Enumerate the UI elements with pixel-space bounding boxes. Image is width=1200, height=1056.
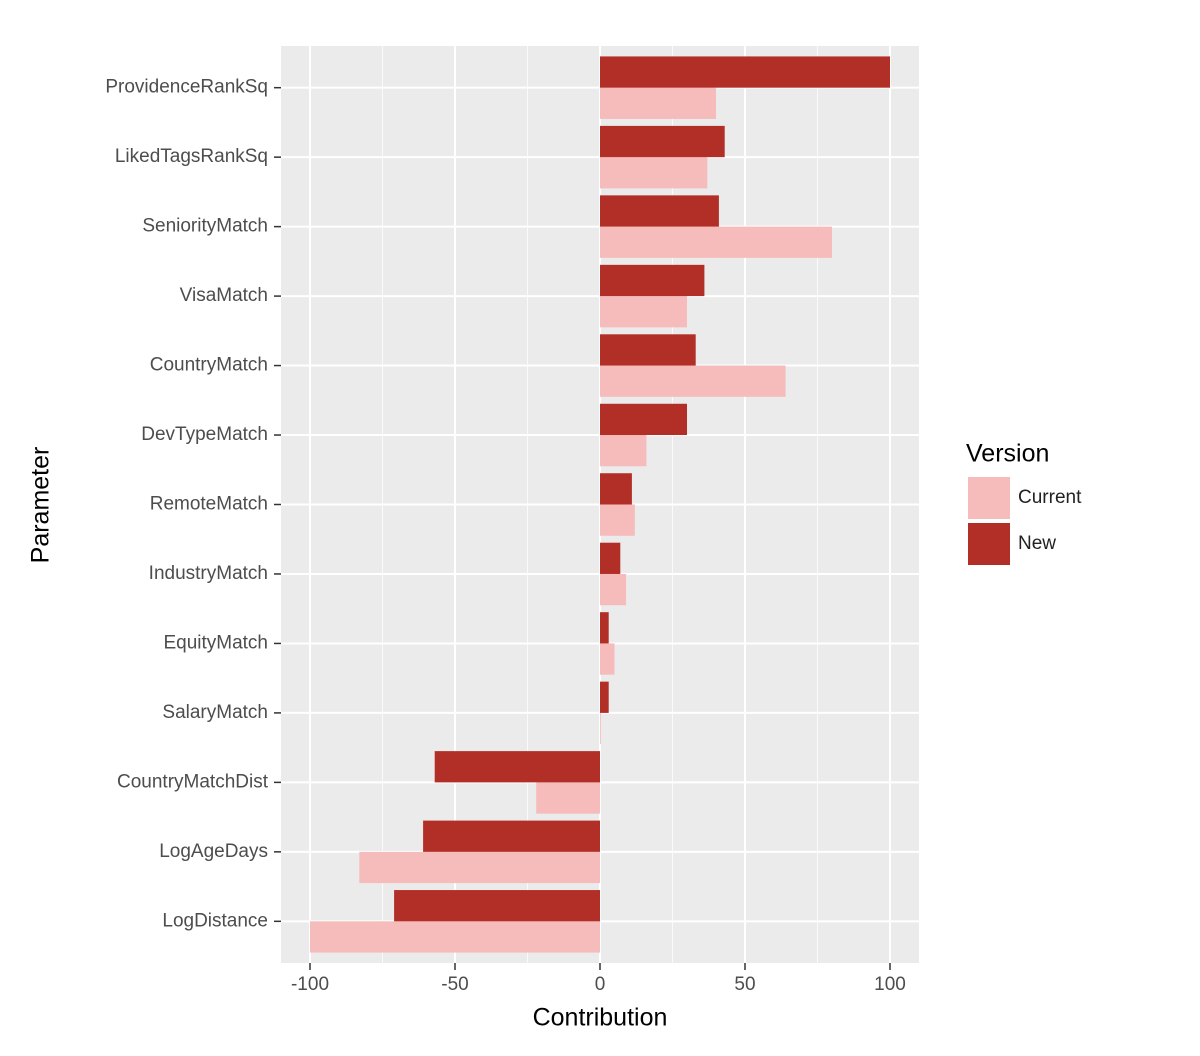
legend-label: New (1018, 533, 1056, 554)
y-tick-label: LikedTagsRankSq (115, 146, 268, 167)
y-tick-label: LogAgeDays (159, 841, 268, 862)
bar (600, 264, 705, 297)
bar (536, 782, 600, 814)
legend-swatch (968, 477, 1010, 519)
bar (600, 681, 609, 713)
bar (600, 365, 786, 397)
bar (600, 157, 708, 189)
y-tick-label: VisaMatch (180, 285, 268, 306)
y-tick-label: EquityMatch (163, 632, 268, 653)
y-axis-title: Parameter (27, 447, 55, 564)
x-tick-label: 50 (734, 974, 755, 995)
legend-label: Current (1018, 487, 1082, 508)
bar (310, 921, 600, 953)
bar (600, 403, 687, 436)
bar (600, 56, 890, 88)
y-tick-label: LogDistance (162, 910, 268, 931)
legend-swatch (968, 523, 1010, 565)
x-tick-label: 0 (595, 974, 606, 995)
y-tick-label: SeniorityMatch (142, 216, 268, 237)
y-tick-label: SalaryMatch (162, 702, 268, 723)
bars (310, 56, 890, 953)
bar (600, 87, 716, 119)
y-tick-label: IndustryMatch (149, 563, 268, 584)
legend: Current New (968, 477, 1082, 565)
bar (600, 195, 719, 227)
bar (600, 435, 647, 467)
y-tick-label: CountryMatch (150, 355, 268, 376)
x-axis-title: Contribution (533, 1004, 668, 1032)
y-tick-label: CountryMatchDist (117, 771, 269, 792)
bar (600, 334, 696, 366)
y-tick-label: RemoteMatch (150, 494, 268, 515)
bar (359, 851, 600, 884)
bar (600, 612, 609, 644)
legend-title: Version (966, 440, 1049, 468)
bar (600, 473, 632, 505)
axes: -100 -50 0 50 100 ProvidenceRankSq LikedTagsRa… (105, 77, 906, 995)
bar (423, 820, 600, 852)
bar (600, 504, 635, 536)
x-tick-label: -50 (441, 974, 468, 995)
bar (600, 125, 725, 158)
bar (600, 542, 621, 574)
bar (394, 890, 600, 922)
y-tick-label: ProvidenceRankSq (105, 77, 268, 98)
bar (600, 573, 627, 606)
bar (434, 751, 600, 783)
bar (600, 643, 615, 675)
bar (600, 296, 687, 328)
bar (600, 712, 601, 745)
y-tick-label: DevTypeMatch (141, 424, 268, 445)
x-tick-label: 100 (874, 974, 906, 995)
bar (600, 226, 832, 258)
x-tick-label: -100 (291, 974, 329, 995)
